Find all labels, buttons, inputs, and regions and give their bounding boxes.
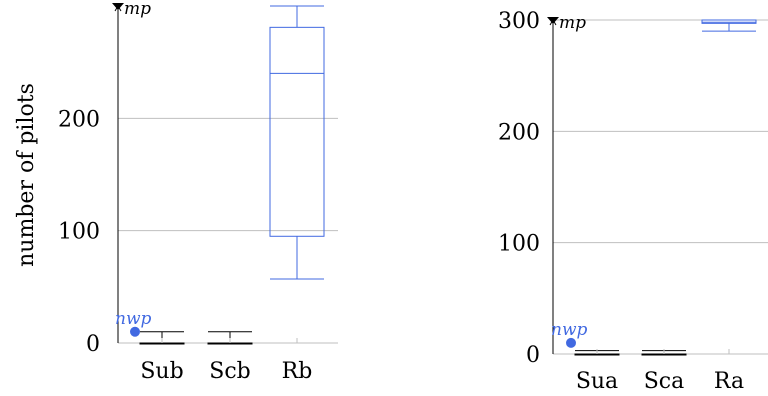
x-tick-label: Sua xyxy=(576,369,618,391)
y-tick-label: 100 xyxy=(58,220,100,245)
mp-marker xyxy=(547,17,559,24)
y-tick-label: 100 xyxy=(498,232,540,257)
box-body xyxy=(269,26,325,237)
x-tick-label: Sub xyxy=(140,359,183,384)
mp-marker-label: mp xyxy=(559,13,586,33)
y-tick-label: 200 xyxy=(58,107,100,132)
y-axis-label: number of pilots xyxy=(14,83,39,267)
x-tick-label: Ra xyxy=(714,369,744,391)
y-tick-label: 0 xyxy=(86,332,100,357)
nwp-marker-label: nwp xyxy=(551,320,588,340)
y-tick-label: 0 xyxy=(526,343,540,368)
x-tick-label: Scb xyxy=(209,359,250,384)
x-tick-label: Sca xyxy=(644,369,685,391)
nwp-marker xyxy=(130,326,140,337)
mp-marker xyxy=(112,3,124,10)
y-tick-label: 300 xyxy=(498,9,540,34)
nwp-marker-label: nwp xyxy=(115,309,152,329)
mp-marker-label: mp xyxy=(124,0,151,19)
box-body xyxy=(701,19,757,24)
y-tick-label: 200 xyxy=(498,120,540,145)
nwp-marker xyxy=(566,337,576,348)
x-tick-label: Rb xyxy=(282,359,313,384)
